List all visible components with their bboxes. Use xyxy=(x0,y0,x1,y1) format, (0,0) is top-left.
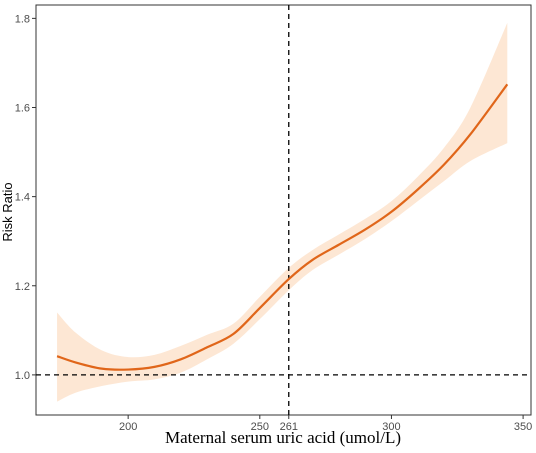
confidence-band xyxy=(57,22,508,402)
y-axis-title: Risk Ratio xyxy=(0,182,15,241)
x-tick-label: 350 xyxy=(514,421,532,433)
x-tick-label: 200 xyxy=(119,421,137,433)
risk-ratio-line-layer xyxy=(56,83,509,371)
y-tick-label: 1.0 xyxy=(15,370,30,382)
y-tick-label: 1.6 xyxy=(15,103,30,115)
reference-lines-layer xyxy=(36,5,531,415)
x-tick-label: 300 xyxy=(382,421,400,433)
y-tick-label: 1.8 xyxy=(15,13,30,25)
x-axis: 200 250 261 300 350 xyxy=(119,415,532,433)
y-tick-label: 1.4 xyxy=(15,192,30,204)
x-tick-label: 261 xyxy=(280,421,298,433)
x-axis-title: Maternal serum uric acid (umol/L) xyxy=(165,428,401,447)
y-tick-label: 1.2 xyxy=(15,281,30,293)
confidence-band-layer xyxy=(57,22,508,402)
x-tick-label: 250 xyxy=(251,421,269,433)
plot-panel xyxy=(35,4,532,416)
risk-ratio-line xyxy=(56,83,509,371)
y-axis: 1.0 1.2 1.4 1.6 1.8 xyxy=(15,13,36,382)
